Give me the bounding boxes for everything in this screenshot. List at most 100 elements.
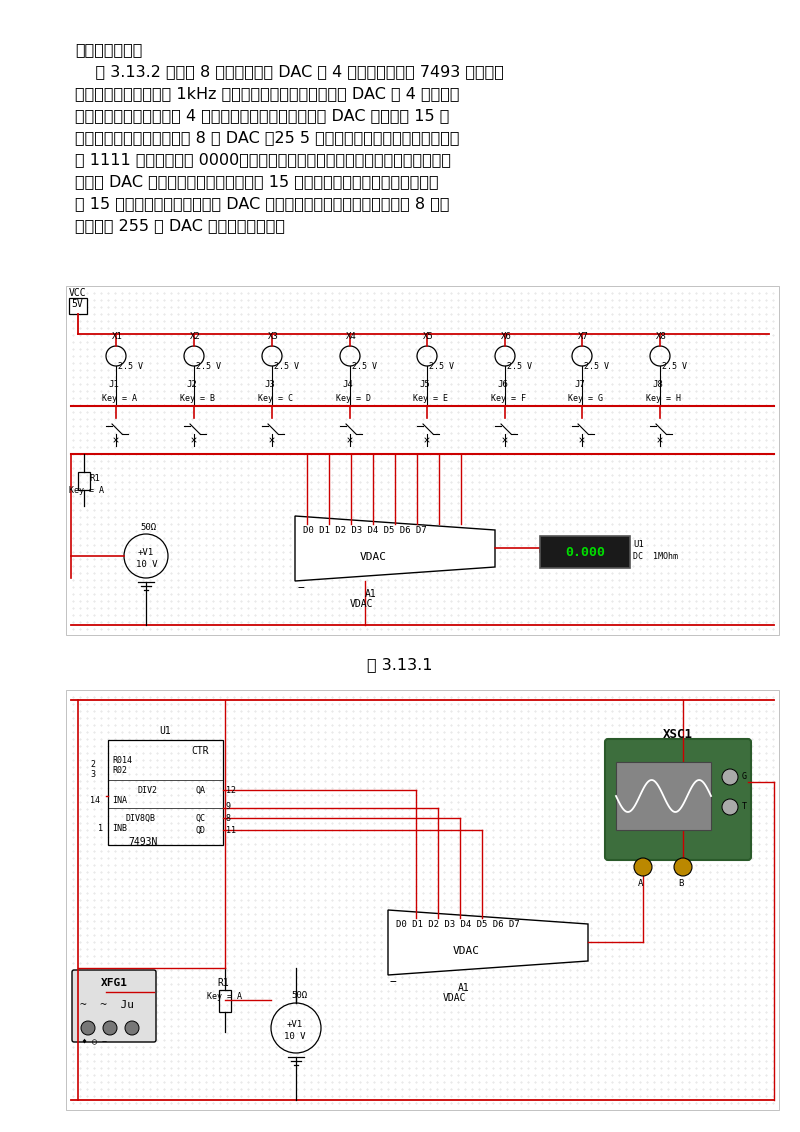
Text: Key = F: Key = F (491, 394, 526, 403)
Text: 2.5 V: 2.5 V (584, 362, 609, 371)
Text: XSC1: XSC1 (663, 728, 693, 741)
Text: Key = B: Key = B (180, 394, 215, 403)
Text: 5V: 5V (71, 299, 82, 309)
Text: 接到计数器的输出端，高 4 位输入端接地。这意味着这个 DAC 最多只有 15 级: 接到计数器的输出端，高 4 位输入端接地。这意味着这个 DAC 最多只有 15 … (75, 108, 450, 123)
Text: X4: X4 (346, 332, 357, 341)
Text: Key = G: Key = G (568, 394, 603, 403)
Text: J8: J8 (652, 380, 662, 389)
Text: 图 3.13.2 为一个 8 位电压输出型 DAC 与 4 位二进制计数器 7493 相连，计: 图 3.13.2 为一个 8 位电压输出型 DAC 与 4 位二进制计数器 74… (75, 65, 504, 79)
Text: A1: A1 (365, 589, 377, 599)
Text: 10 V: 10 V (136, 560, 158, 569)
Text: VDAC: VDAC (443, 993, 466, 1003)
Circle shape (722, 799, 738, 815)
Text: ♦ ○ −: ♦ ○ − (82, 1036, 107, 1045)
Circle shape (722, 769, 738, 784)
Text: X6: X6 (501, 332, 512, 341)
Text: 模拟电压输出，而不是通常 8 位 DAC 的25 5 级。计数器在计到最后一个二进制: 模拟电压输出，而不是通常 8 位 DAC 的25 5 级。计数器在计到最后一个二… (75, 130, 459, 145)
Text: 出电压的要求。: 出电压的要求。 (75, 42, 142, 57)
Text: B: B (678, 880, 683, 887)
Text: 0.000: 0.000 (565, 546, 605, 558)
Text: INA: INA (112, 796, 127, 805)
Circle shape (81, 1021, 95, 1035)
Bar (69, 298, 87, 314)
Bar (616, 762, 711, 830)
Text: R1: R1 (217, 978, 229, 988)
Bar (540, 535, 630, 568)
Bar (66, 691, 779, 1110)
Text: VDAC: VDAC (453, 946, 480, 957)
Text: 3: 3 (90, 770, 95, 779)
Text: U1: U1 (633, 540, 644, 549)
Text: R02: R02 (112, 766, 127, 775)
Text: D0 D1 D2 D3 D4 D5 D6 D7: D0 D1 D2 D3 D4 D5 D6 D7 (303, 526, 426, 535)
Text: 50Ω: 50Ω (140, 523, 156, 532)
Text: DIV8QB: DIV8QB (126, 814, 156, 823)
Text: Key = C: Key = C (258, 394, 293, 403)
Text: J6: J6 (497, 380, 508, 389)
Text: 数器的输入时钟脉冲由 1kHz 信号发生器提供。电路中只有 DAC 低 4 位输入端: 数器的输入时钟脉冲由 1kHz 信号发生器提供。电路中只有 DAC 低 4 位输… (75, 86, 459, 101)
Text: Key = A: Key = A (207, 992, 242, 1001)
Text: DC  1MOhm: DC 1MOhm (633, 552, 678, 561)
Text: +V1: +V1 (138, 548, 154, 557)
Text: J2: J2 (186, 380, 197, 389)
Text: 2.5 V: 2.5 V (118, 362, 143, 371)
Text: QC: QC (195, 814, 205, 823)
Text: 14: 14 (90, 796, 100, 805)
Text: Key = A: Key = A (69, 486, 104, 495)
Text: X2: X2 (190, 332, 201, 341)
Text: X7: X7 (578, 332, 589, 341)
Text: 图 3.13.1: 图 3.13.1 (367, 657, 433, 672)
Text: 2.5 V: 2.5 V (507, 362, 532, 371)
Bar (66, 286, 779, 635)
Bar (219, 990, 231, 1012)
Text: 数 1111 时，将复位到 0000，并开始新一轮计数。因此在示波器的屏幕上，所: 数 1111 时，将复位到 0000，并开始新一轮计数。因此在示波器的屏幕上，所 (75, 152, 451, 168)
Text: 7493N: 7493N (128, 837, 158, 847)
Text: +V1: +V1 (287, 1020, 303, 1029)
Text: VCC: VCC (69, 288, 86, 298)
Text: J3: J3 (264, 380, 274, 389)
Text: 2.5 V: 2.5 V (274, 362, 299, 371)
Text: 看到的 DAC 模拟电压输出曲线像是一个 15 级阶梯。通过测量示波器曲线图上: 看到的 DAC 模拟电压输出曲线像是一个 15 级阶梯。通过测量示波器曲线图上 (75, 174, 438, 189)
Text: Key = H: Key = H (646, 394, 681, 403)
Text: DIV2: DIV2 (138, 786, 158, 795)
Text: 2.5 V: 2.5 V (429, 362, 454, 371)
Circle shape (125, 1021, 139, 1035)
FancyBboxPatch shape (72, 970, 156, 1041)
Bar (78, 472, 90, 490)
Text: 50Ω: 50Ω (291, 990, 307, 1000)
Text: VDAC: VDAC (360, 552, 387, 561)
Text: A1: A1 (458, 983, 470, 993)
Text: X8: X8 (656, 332, 666, 341)
Text: 2.5 V: 2.5 V (662, 362, 687, 371)
Circle shape (634, 858, 652, 876)
Text: 9: 9 (226, 801, 231, 811)
Text: XFG1: XFG1 (101, 978, 127, 988)
Text: QA: QA (195, 786, 205, 795)
Polygon shape (295, 516, 495, 581)
Text: 2: 2 (90, 760, 95, 769)
Text: ~  ~  Ju: ~ ~ Ju (80, 1000, 134, 1010)
Text: −: − (390, 977, 397, 987)
Text: R014: R014 (112, 756, 132, 765)
Text: X5: X5 (423, 332, 434, 341)
Text: CTR: CTR (191, 746, 209, 756)
Text: D0 D1 D2 D3 D4 D5 D6 D7: D0 D1 D2 D3 D4 D5 D6 D7 (396, 920, 520, 929)
Text: U1: U1 (159, 726, 171, 736)
Text: VDAC: VDAC (350, 599, 374, 609)
Text: 码输入时 255 级 DAC 的满度输出电压。: 码输入时 255 级 DAC 的满度输出电压。 (75, 218, 285, 233)
Text: J7: J7 (574, 380, 585, 389)
Polygon shape (388, 910, 588, 975)
Text: 10 V: 10 V (284, 1032, 306, 1041)
FancyBboxPatch shape (605, 739, 751, 860)
Text: 2.5 V: 2.5 V (196, 362, 221, 371)
Text: 11: 11 (226, 826, 236, 835)
Circle shape (103, 1021, 117, 1035)
Text: T: T (742, 801, 747, 811)
Text: J1: J1 (108, 380, 118, 389)
Text: −: − (297, 583, 304, 593)
Bar (108, 740, 223, 844)
Text: X3: X3 (268, 332, 278, 341)
Text: 8: 8 (226, 814, 231, 823)
Text: 第 15 级的最大电压値，可确定 DAC 满度输出电压。这个电压将小于全 8 位数: 第 15 级的最大电压値，可确定 DAC 满度输出电压。这个电压将小于全 8 位… (75, 196, 450, 211)
Text: R1: R1 (89, 474, 100, 483)
